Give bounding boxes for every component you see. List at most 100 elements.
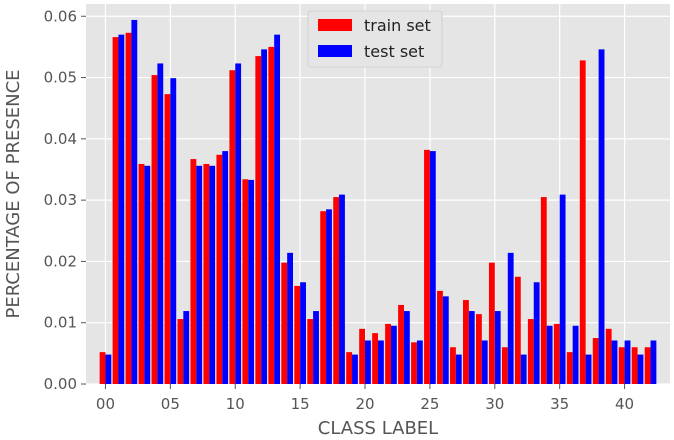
bar-train-13: [268, 46, 275, 384]
bar-train-24: [411, 342, 417, 384]
bar-test-42: [650, 340, 657, 384]
bar-test-34: [546, 325, 553, 384]
bar-train-0: [99, 352, 106, 384]
bar-test-18: [339, 194, 345, 384]
bar-test-41: [637, 354, 644, 384]
bar-test-7: [196, 165, 203, 384]
bar-test-19: [352, 354, 358, 384]
bar-test-4: [157, 63, 164, 385]
bar-test-27: [455, 354, 462, 384]
y-tick-label: 0.04: [44, 130, 77, 148]
bar-train-37: [579, 60, 586, 385]
bar-train-25: [424, 149, 430, 384]
x-tick-label: 25: [420, 395, 439, 413]
bar-test-30: [494, 311, 501, 384]
bar-train-6: [177, 319, 184, 384]
bar-train-9: [216, 154, 223, 384]
bar-train-42: [644, 347, 651, 384]
bar-train-11: [242, 179, 249, 384]
x-tick-label: 35: [550, 395, 569, 413]
bar-train-19: [346, 352, 353, 384]
bar-train-2: [125, 32, 132, 384]
bar-train-17: [320, 211, 327, 384]
bar-train-12: [255, 56, 262, 385]
y-axis-ticks: 0.00 0.01 0.02 0.03 0.04 0.05 0.06: [44, 7, 86, 393]
y-tick-label: 0.05: [44, 69, 77, 87]
x-tick-label: 20: [355, 395, 374, 413]
x-tick-label: 10: [226, 395, 245, 413]
bar-test-3: [144, 165, 151, 384]
bar-test-2: [131, 19, 138, 384]
bar-train-29: [475, 314, 482, 384]
bar-test-20: [365, 340, 371, 384]
bar-test-12: [261, 49, 268, 385]
y-tick-label: 0.01: [44, 314, 77, 332]
bar-test-15: [300, 282, 306, 384]
bar-test-28: [468, 311, 475, 384]
bar-train-18: [333, 197, 340, 384]
y-tick-label: 0.03: [44, 191, 77, 209]
bar-train-3: [138, 163, 145, 384]
bar-test-38: [598, 49, 605, 385]
bar-train-41: [631, 347, 638, 384]
bar-train-26: [437, 290, 443, 384]
bar-test-21: [378, 340, 384, 384]
bar-train-32: [514, 276, 521, 384]
x-axis-ticks: 00 05 10 15 20 25 30 35 40: [96, 384, 634, 413]
bar-train-35: [553, 323, 560, 384]
bar-test-13: [274, 34, 281, 384]
y-tick-label: 0.02: [44, 252, 77, 270]
x-axis-label: CLASS LABEL: [318, 418, 438, 439]
bar-train-16: [307, 319, 314, 384]
y-axis-label: PERCENTAGE OF PRESENCE: [3, 69, 24, 318]
x-tick-label: 00: [96, 395, 115, 413]
legend-label-train: train set: [364, 16, 431, 35]
bar-train-20: [359, 328, 366, 384]
bar-test-16: [313, 311, 319, 384]
bar-test-22: [390, 325, 397, 384]
bar-train-30: [488, 262, 495, 384]
bar-test-10: [235, 63, 242, 385]
bar-train-8: [203, 163, 210, 384]
bars: [99, 19, 657, 385]
bar-test-31: [507, 252, 514, 384]
bar-train-15: [294, 285, 301, 384]
legend-label-test: test set: [364, 42, 424, 61]
bar-train-28: [463, 300, 469, 384]
bar-test-23: [403, 311, 410, 384]
bar-test-40: [624, 340, 631, 384]
bar-train-22: [385, 323, 391, 384]
bar-test-8: [209, 165, 216, 384]
bar-train-7: [190, 159, 197, 384]
bar-train-38: [592, 338, 599, 384]
bar-test-0: [105, 354, 112, 384]
bar-test-25: [429, 151, 436, 384]
legend-swatch-train: [318, 19, 352, 31]
bar-train-31: [501, 347, 508, 384]
legend-swatch-test: [318, 45, 352, 57]
bar-train-39: [605, 328, 612, 384]
bar-test-35: [559, 194, 566, 384]
bar-train-21: [372, 333, 378, 384]
bar-train-10: [229, 70, 236, 385]
bar-train-40: [618, 347, 625, 384]
bar-test-5: [170, 78, 177, 385]
x-tick-label: 30: [485, 395, 504, 413]
bar-train-4: [151, 75, 158, 384]
x-tick-label: 40: [615, 395, 634, 413]
bar-train-23: [398, 304, 404, 384]
bar-train-36: [566, 352, 573, 384]
legend: train set test set: [307, 10, 443, 68]
bar-test-11: [248, 179, 255, 384]
bar-test-26: [442, 296, 449, 384]
bar-test-39: [611, 340, 618, 384]
bar-train-34: [540, 197, 547, 384]
bar-train-14: [281, 262, 288, 384]
bar-test-32: [520, 354, 527, 384]
bar-test-6: [183, 311, 190, 384]
bar-train-1: [112, 37, 119, 385]
y-tick-label: 0.00: [44, 375, 77, 393]
bar-test-17: [326, 209, 332, 384]
bar-test-24: [416, 340, 423, 384]
